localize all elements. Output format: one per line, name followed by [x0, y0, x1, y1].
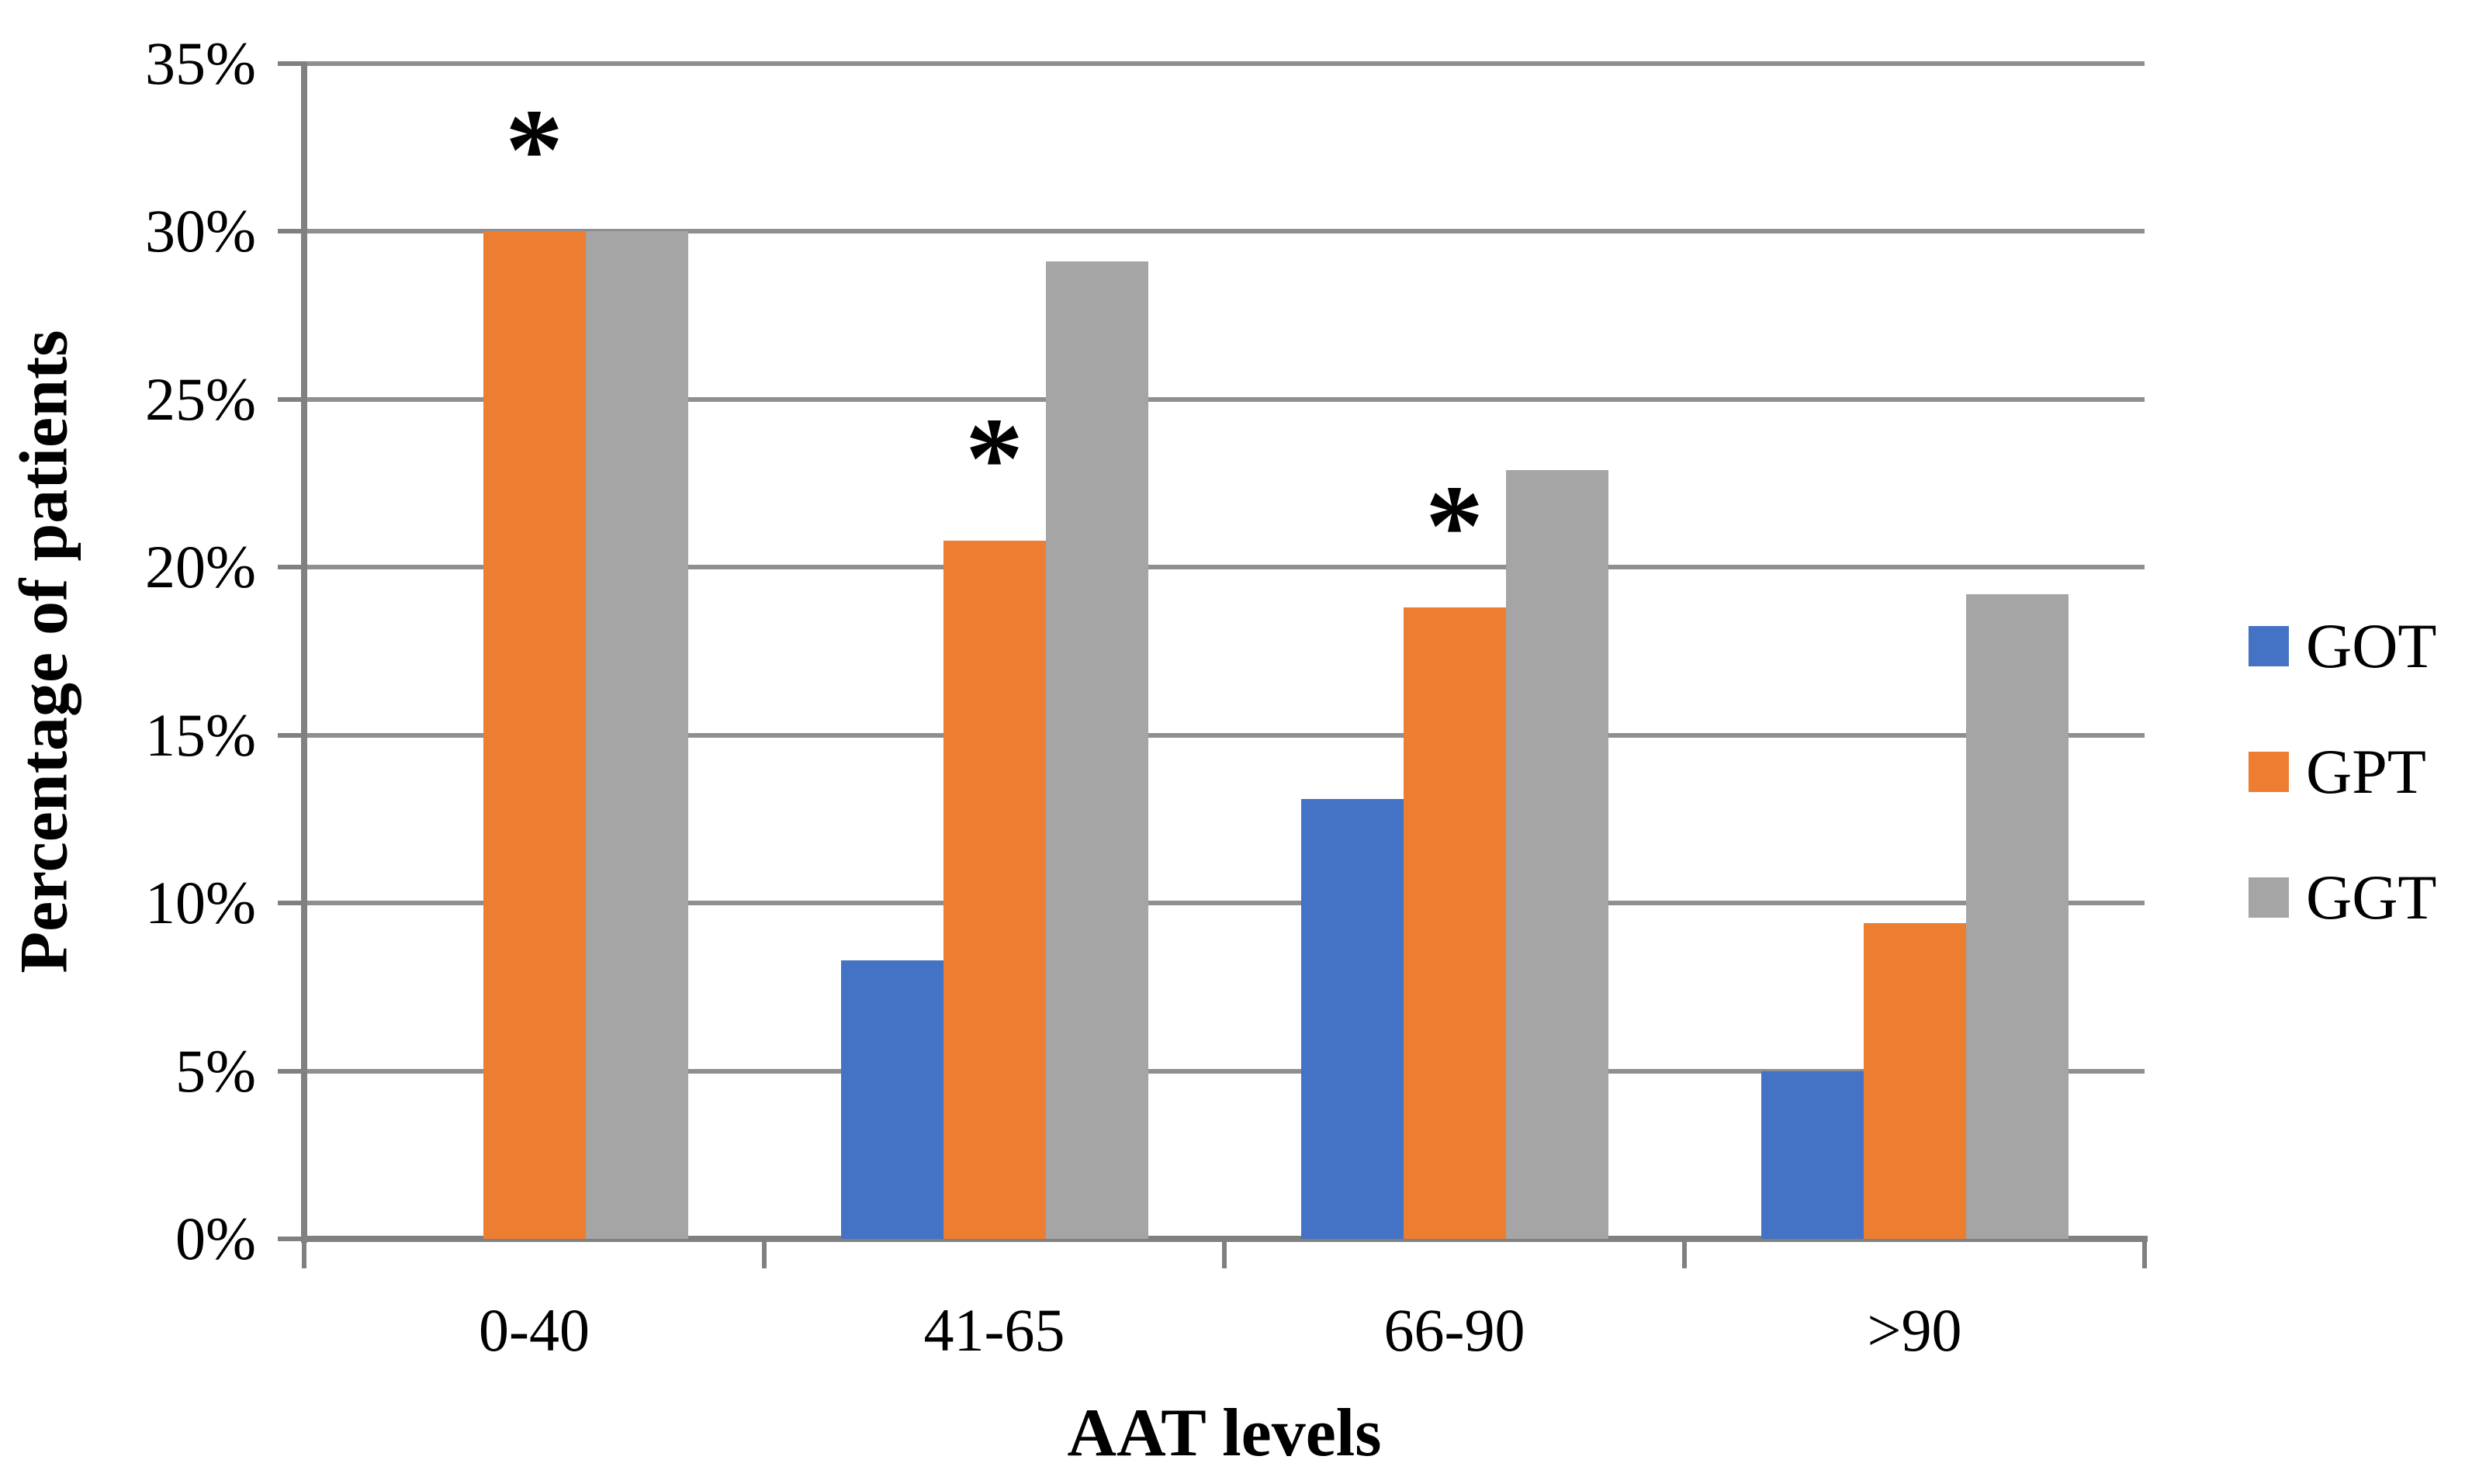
x-axis-tick-1: [762, 1239, 767, 1268]
y-axis-line: [301, 61, 307, 1243]
gridline-5pct: [304, 1068, 2145, 1074]
y-axis-tick-5pct: [278, 1068, 304, 1074]
bar-GPT->90: [1863, 923, 1966, 1239]
gridline-30pct: [304, 229, 2145, 234]
legend-label-GGT: GGT: [2306, 862, 2437, 932]
y-tick-label-0pct: 0%: [175, 1205, 256, 1272]
legend-label-GOT: GOT: [2306, 611, 2437, 681]
gridline-15pct: [304, 732, 2145, 738]
bar-GOT-41-65: [840, 960, 943, 1239]
gridline-35pct: [304, 61, 2145, 66]
x-tick-label->90: >90: [1867, 1296, 1962, 1364]
x-axis-tick-2: [1222, 1239, 1227, 1268]
legend-item-GOT: GOT: [2249, 611, 2458, 681]
y-axis-tick-30pct: [278, 229, 304, 234]
y-tick-label-15pct: 15%: [145, 700, 256, 769]
y-axis-tick-0pct: [278, 1237, 304, 1241]
y-tick-label-35pct: 35%: [145, 29, 256, 97]
bar-GPT-66-90: [1403, 607, 1506, 1239]
significance-asterisk-41-65: *: [965, 394, 1023, 524]
x-axis-title: AAT levels: [1067, 1396, 1382, 1471]
bar-GOT-66-90: [1300, 798, 1404, 1239]
y-tick-label-30pct: 30%: [145, 197, 256, 265]
y-tick-label-25pct: 25%: [145, 365, 256, 433]
gridline-25pct: [304, 396, 2145, 402]
bar-GGT->90: [1965, 593, 2069, 1239]
y-axis-tick-35pct: [278, 61, 304, 66]
y-axis-tick-10pct: [278, 901, 304, 906]
gridline-20pct: [304, 565, 2145, 570]
x-axis-tick-4: [2142, 1239, 2147, 1268]
gridline-10pct: [304, 901, 2145, 906]
bar-GGT-66-90: [1505, 469, 1608, 1239]
bar-GOT->90: [1760, 1071, 1864, 1239]
x-tick-label-0-40: 0-40: [479, 1296, 590, 1364]
legend-swatch-GOT: [2249, 626, 2289, 666]
significance-asterisk-66-90: *: [1425, 462, 1484, 591]
legend-swatch-GGT: [2249, 877, 2289, 918]
legend-label-GPT: GPT: [2306, 736, 2426, 807]
x-axis-tick-0: [302, 1239, 306, 1268]
y-axis-tick-15pct: [278, 732, 304, 738]
y-tick-label-20pct: 20%: [145, 533, 256, 601]
legend-item-GGT: GGT: [2249, 862, 2458, 932]
y-axis-tick-20pct: [278, 565, 304, 570]
x-axis-tick-3: [1682, 1239, 1687, 1268]
y-tick-label-10pct: 10%: [145, 869, 256, 937]
bar-GPT-0-40: [483, 231, 586, 1239]
bar-GGT-41-65: [1045, 261, 1148, 1239]
x-tick-label-66-90: 66-90: [1383, 1296, 1525, 1364]
y-axis-tick-25pct: [278, 396, 304, 402]
legend-swatch-GPT: [2249, 752, 2289, 792]
significance-asterisk-0-40: *: [505, 85, 563, 215]
legend-item-GPT: GPT: [2249, 736, 2458, 807]
bar-GGT-0-40: [585, 231, 688, 1239]
x-tick-label-41-65: 41-65: [923, 1296, 1065, 1364]
y-tick-label-5pct: 5%: [175, 1036, 256, 1105]
bar-GPT-41-65: [943, 540, 1046, 1239]
